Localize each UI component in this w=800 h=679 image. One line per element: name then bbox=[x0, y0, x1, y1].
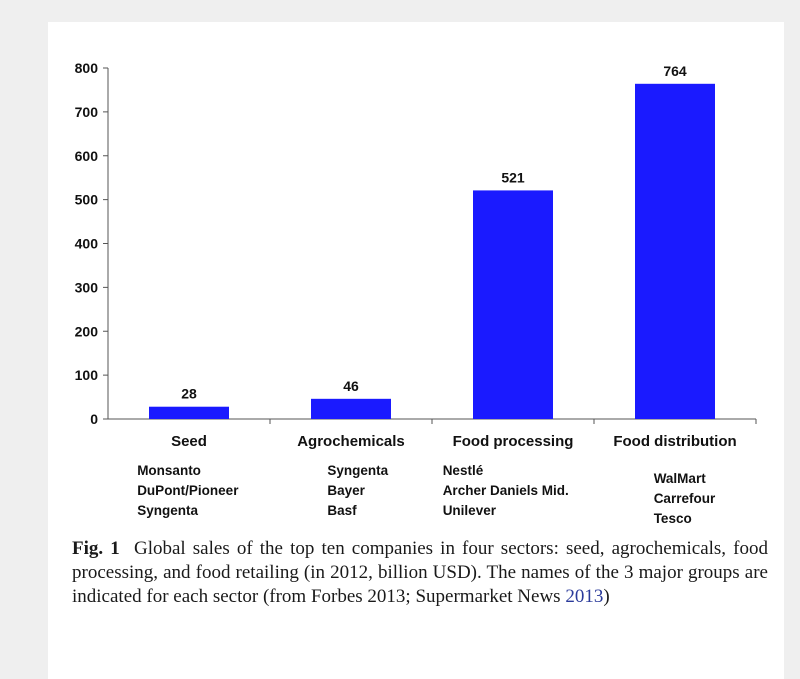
bar-chart: 0 100 200 300 400 500 600 700 800 28 Seed Monsanto D… bbox=[75, 60, 757, 526]
y-tick-label: 500 bbox=[75, 192, 99, 208]
company-name: Syngenta bbox=[137, 503, 198, 518]
company-name: Tesco bbox=[654, 511, 692, 526]
x-category-label: Seed bbox=[171, 433, 207, 450]
x-category-label: Food processing bbox=[453, 433, 574, 450]
bar-value-label: 46 bbox=[343, 378, 359, 394]
y-tick-label: 400 bbox=[75, 236, 99, 252]
y-tick-label: 300 bbox=[75, 279, 99, 295]
bar bbox=[149, 406, 229, 419]
bar bbox=[473, 190, 553, 419]
company-name: WalMart bbox=[654, 471, 707, 486]
company-name: Archer Daniels Mid. bbox=[443, 483, 569, 498]
figure-card: 0 100 200 300 400 500 600 700 800 28 Seed Monsanto D… bbox=[48, 22, 784, 679]
company-name: Unilever bbox=[443, 503, 497, 518]
y-tick-label: 100 bbox=[75, 367, 99, 383]
y-tick-label: 800 bbox=[75, 60, 99, 76]
y-tick-label: 0 bbox=[90, 411, 98, 427]
company-name: Basf bbox=[327, 503, 357, 518]
bar bbox=[635, 83, 715, 420]
company-name: Syngenta bbox=[327, 463, 388, 478]
company-name: Monsanto bbox=[137, 463, 201, 478]
company-name: DuPont/Pioneer bbox=[137, 483, 239, 498]
bar-value-label: 28 bbox=[181, 386, 197, 402]
figure-caption: Fig. 1 Global sales of the top ten compa… bbox=[72, 537, 768, 609]
y-tick-label: 200 bbox=[75, 323, 99, 339]
x-category-label: Agrochemicals bbox=[297, 433, 405, 450]
bar-value-label: 764 bbox=[663, 63, 687, 79]
bar-value-label: 521 bbox=[501, 169, 525, 185]
x-category-label: Food distribution bbox=[613, 433, 736, 450]
caption-close: ) bbox=[603, 586, 610, 607]
company-name: Carrefour bbox=[654, 491, 716, 506]
y-tick-label: 600 bbox=[75, 148, 99, 164]
y-tick-label: 700 bbox=[75, 104, 99, 120]
caption-label: Fig. 1 bbox=[72, 538, 120, 559]
caption-citation-link[interactable]: 2013 bbox=[565, 586, 604, 607]
company-name: Bayer bbox=[327, 483, 365, 498]
company-name: Nestlé bbox=[443, 463, 484, 478]
caption-text: Global sales of the top ten companies in… bbox=[72, 538, 768, 607]
bar bbox=[311, 398, 391, 419]
